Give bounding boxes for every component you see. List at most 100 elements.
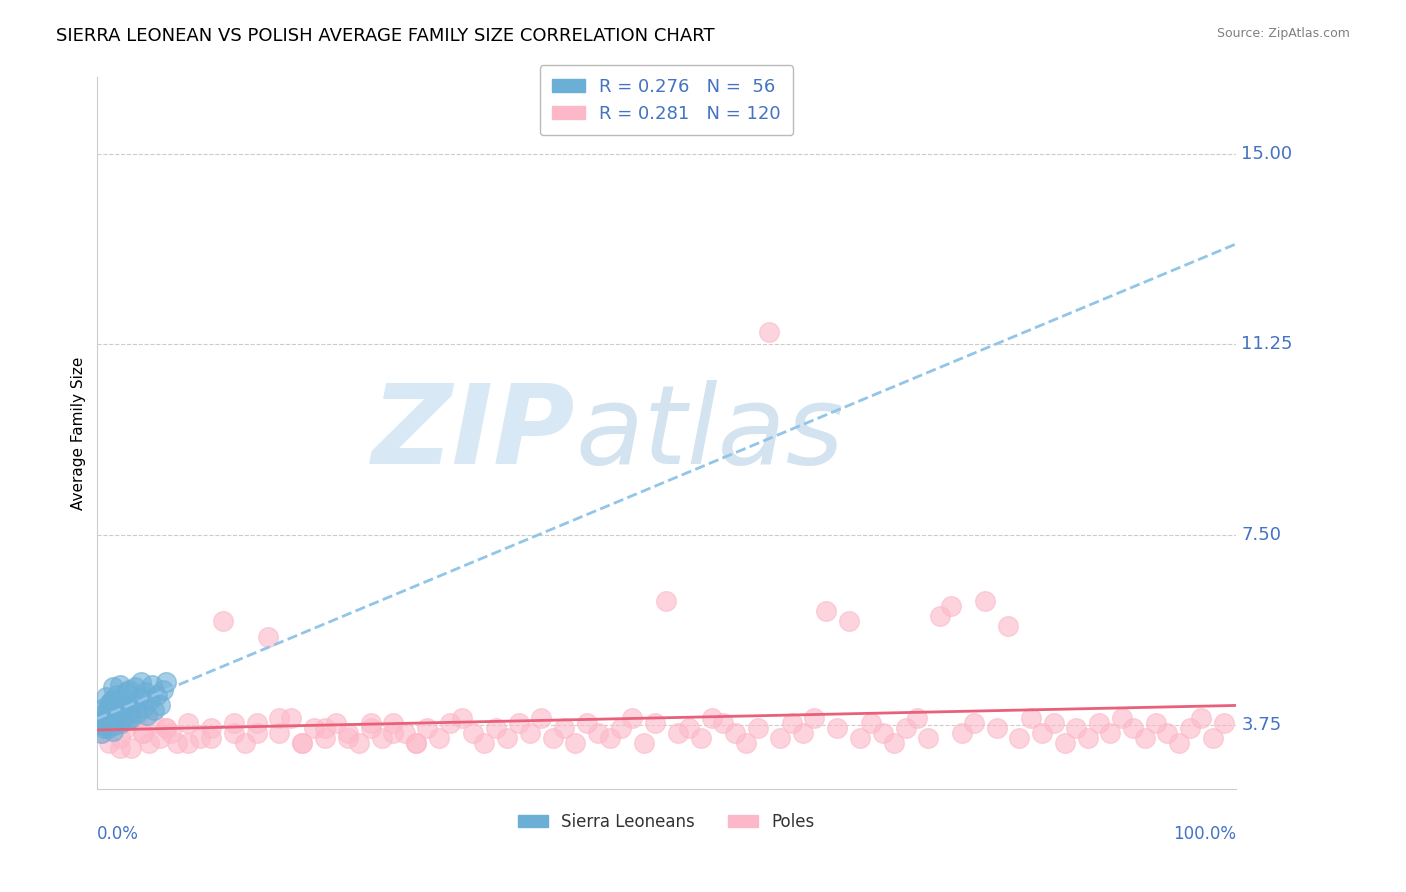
Point	[257, 630, 280, 644]
Point	[394, 726, 416, 740]
Point	[963, 715, 986, 730]
Point	[121, 711, 143, 725]
Point	[382, 726, 405, 740]
Point	[849, 731, 872, 746]
Point	[200, 731, 222, 746]
Point	[114, 685, 136, 699]
Point	[246, 726, 269, 740]
Point	[974, 594, 997, 608]
Point	[124, 681, 146, 695]
Point	[678, 721, 700, 735]
Point	[1213, 715, 1236, 730]
Point	[269, 711, 291, 725]
Point	[103, 723, 125, 738]
Point	[103, 681, 125, 695]
Point	[1031, 726, 1053, 740]
Text: 100.0%: 100.0%	[1173, 824, 1236, 843]
Point	[166, 736, 188, 750]
Point	[101, 693, 124, 707]
Point	[1019, 711, 1042, 725]
Point	[496, 731, 519, 746]
Point	[336, 726, 359, 740]
Point	[928, 609, 950, 624]
Point	[155, 675, 177, 690]
Point	[621, 711, 644, 725]
Point	[405, 736, 427, 750]
Point	[883, 736, 905, 750]
Point	[94, 706, 117, 720]
Point	[758, 325, 780, 339]
Point	[860, 715, 883, 730]
Point	[103, 715, 125, 730]
Point	[747, 721, 769, 735]
Point	[360, 721, 382, 735]
Point	[1167, 736, 1189, 750]
Point	[121, 741, 143, 756]
Legend: Sierra Leoneans, Poles: Sierra Leoneans, Poles	[512, 806, 821, 838]
Point	[97, 721, 120, 735]
Text: 11.25: 11.25	[1241, 335, 1294, 353]
Point	[1191, 711, 1213, 725]
Point	[485, 721, 508, 735]
Point	[314, 731, 336, 746]
Point	[108, 698, 131, 712]
Point	[519, 726, 541, 740]
Point	[1042, 715, 1064, 730]
Point	[149, 731, 172, 746]
Point	[416, 721, 439, 735]
Point	[472, 736, 495, 750]
Point	[114, 721, 136, 735]
Point	[952, 726, 974, 740]
Point	[155, 721, 177, 735]
Point	[269, 726, 291, 740]
Point	[450, 711, 472, 725]
Point	[108, 678, 131, 692]
Point	[94, 711, 117, 725]
Point	[986, 721, 1008, 735]
Point	[1099, 726, 1122, 740]
Point	[103, 708, 125, 723]
Point	[917, 731, 939, 746]
Point	[90, 726, 112, 740]
Point	[838, 614, 860, 628]
Point	[1077, 731, 1099, 746]
Point	[360, 715, 382, 730]
Point	[382, 715, 405, 730]
Point	[128, 690, 150, 705]
Point	[1133, 731, 1156, 746]
Point	[103, 718, 125, 732]
Point	[141, 678, 163, 692]
Point	[155, 721, 177, 735]
Point	[872, 726, 894, 740]
Point	[127, 706, 149, 720]
Point	[586, 726, 609, 740]
Point	[149, 698, 172, 712]
Point	[152, 682, 174, 697]
Point	[1202, 731, 1225, 746]
Point	[427, 731, 450, 746]
Point	[177, 736, 200, 750]
Point	[291, 736, 314, 750]
Point	[302, 721, 325, 735]
Point	[105, 688, 128, 702]
Text: Source: ZipAtlas.com: Source: ZipAtlas.com	[1216, 27, 1350, 40]
Point	[108, 741, 131, 756]
Point	[222, 715, 245, 730]
Point	[200, 721, 222, 735]
Point	[118, 682, 141, 697]
Point	[825, 721, 848, 735]
Point	[314, 721, 336, 735]
Point	[114, 696, 136, 710]
Point	[724, 726, 747, 740]
Point	[100, 714, 122, 728]
Point	[1064, 721, 1087, 735]
Point	[138, 693, 160, 707]
Point	[780, 715, 803, 730]
Text: ZIP: ZIP	[373, 380, 575, 487]
Point	[91, 726, 114, 740]
Point	[127, 711, 149, 725]
Point	[101, 698, 124, 712]
Point	[347, 736, 370, 750]
Point	[97, 711, 120, 725]
Point	[108, 693, 131, 707]
